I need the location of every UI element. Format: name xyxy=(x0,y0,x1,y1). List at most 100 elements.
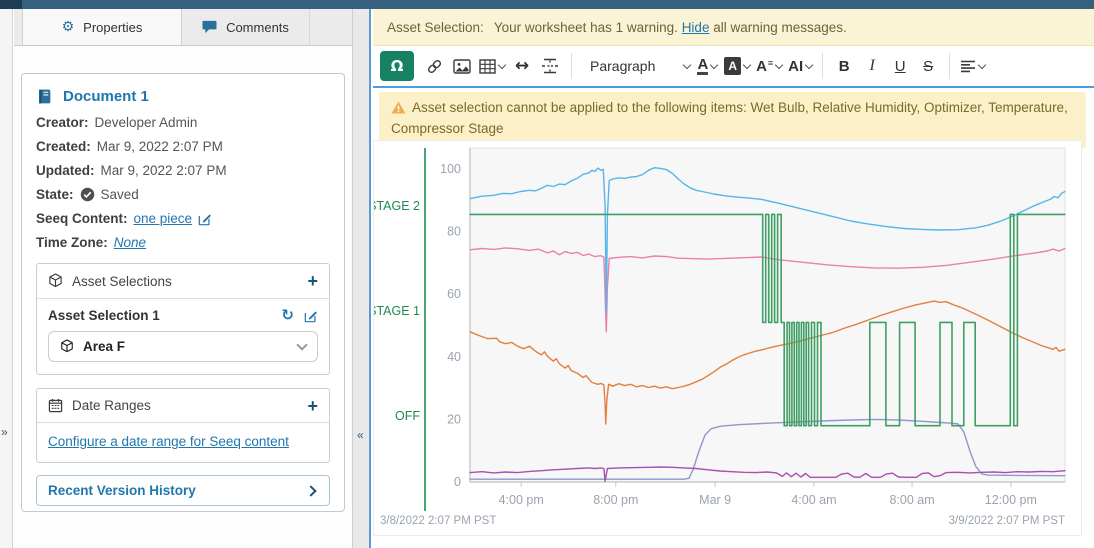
light-blue-series xyxy=(469,167,1066,314)
state-value: Saved xyxy=(100,187,139,202)
chevron-down-icon xyxy=(497,60,507,70)
insert-seeq-content-button[interactable]: Ω xyxy=(380,51,414,81)
highlight-color-button[interactable]: A xyxy=(721,51,753,81)
tab-properties[interactable]: ⚙ Properties xyxy=(22,9,182,45)
tab-comments[interactable]: Comments xyxy=(182,9,310,45)
comment-icon xyxy=(202,20,217,34)
top-navbar xyxy=(0,0,1094,9)
warning-banner: Asset Selection: Your worksheet has 1 wa… xyxy=(373,9,1094,46)
date-ranges-header: Date Ranges + xyxy=(37,389,329,423)
link-button[interactable] xyxy=(420,51,448,81)
svg-text:4:00 pm: 4:00 pm xyxy=(499,493,544,507)
strikethrough-button[interactable]: S xyxy=(914,51,942,81)
toolbar-separator xyxy=(571,53,572,79)
banner-message: Your worksheet has 1 warning. xyxy=(493,19,678,35)
time-zone-row: Time Zone: None xyxy=(36,235,332,250)
page-break-button[interactable] xyxy=(536,51,564,81)
updated-value: Mar 9, 2022 2:07 PM xyxy=(100,163,227,178)
strikethrough-icon: S xyxy=(923,57,934,75)
asset-dropdown-value: Area F xyxy=(83,339,126,354)
chevron-down-icon xyxy=(742,60,752,70)
pink-series xyxy=(469,247,1066,333)
properties-sidebar: ⚙ Properties Comments Document 1 Creator… xyxy=(14,9,352,548)
highlight-color-icon: A xyxy=(724,57,742,75)
alignment-button[interactable] xyxy=(957,51,988,81)
svg-text:Mar 9: Mar 9 xyxy=(699,493,731,507)
add-asset-selection-button[interactable]: + xyxy=(307,271,318,291)
range-start-label: 3/8/2022 2:07 PM PST xyxy=(380,515,496,527)
banner-message-rest: all warning messages. xyxy=(713,19,847,35)
horizontal-line-icon: ↔ xyxy=(514,56,530,76)
asset-selections-header: Asset Selections + xyxy=(37,264,329,299)
image-icon xyxy=(453,58,471,74)
plot-area xyxy=(469,147,1066,483)
font-family-button[interactable]: A ≡ xyxy=(753,51,785,81)
asset-dropdown[interactable]: Area F xyxy=(48,331,318,362)
created-label: Created: xyxy=(36,139,91,154)
date-ranges-title: Date Ranges xyxy=(72,398,151,413)
edit-selection-icon[interactable] xyxy=(304,309,318,323)
svg-text:40: 40 xyxy=(447,350,461,364)
warning-triangle-icon xyxy=(391,101,406,114)
configure-date-range-link[interactable]: Configure a date range for Seeq content xyxy=(48,434,289,449)
font-color-icon: A xyxy=(697,56,709,75)
document-card: Document 1 Creator: Developer Admin Crea… xyxy=(21,73,345,512)
trend-chart[interactable]: 100 80 60 40 20 0 STAGE 2 STAGE 1 OFF 4:00 pm 8:00… xyxy=(368,141,1081,535)
document-header: Document 1 xyxy=(36,88,332,105)
italic-button[interactable]: I xyxy=(858,51,886,81)
chevron-down-icon xyxy=(683,60,692,70)
banner-context-label: Asset Selection: xyxy=(387,19,484,35)
orange-series xyxy=(469,300,1066,425)
range-end-label: 3/9/2022 2:07 PM PST xyxy=(949,515,1065,527)
time-zone-link[interactable]: None xyxy=(113,235,147,250)
chevron-down-icon xyxy=(710,60,719,70)
recent-version-history[interactable]: Recent Version History xyxy=(36,475,330,506)
asset-cube-icon xyxy=(60,339,74,354)
font-size-button[interactable]: AI xyxy=(785,51,815,81)
asset-selection-warning: Asset selection cannot be applied to the… xyxy=(379,92,1086,148)
creator-value: Developer Admin xyxy=(94,115,198,130)
bold-button[interactable]: B xyxy=(830,51,858,81)
asset-selections-section: Asset Selections + Asset Selection 1 ↻ xyxy=(36,263,330,375)
edit-content-icon[interactable] xyxy=(198,212,212,226)
svg-text:100: 100 xyxy=(440,162,461,176)
image-button[interactable] xyxy=(448,51,476,81)
tab-properties-label: Properties xyxy=(83,19,143,35)
top-navbar-left-segment xyxy=(0,0,22,9)
collapse-sidebar-icon[interactable]: « xyxy=(357,428,364,442)
expand-left-panel-icon[interactable]: » xyxy=(1,425,8,439)
journal-icon xyxy=(36,88,53,105)
recent-version-history-label: Recent Version History xyxy=(48,483,196,498)
horizontal-line-button[interactable]: ↔ xyxy=(508,51,536,81)
document-title: Document 1 xyxy=(63,88,149,105)
state-label: State: xyxy=(36,187,74,202)
font-color-button[interactable]: A xyxy=(693,51,721,81)
svg-text:20: 20 xyxy=(447,412,461,426)
refresh-icon[interactable]: ↻ xyxy=(281,306,294,324)
date-range-link-row: Configure a date range for Seeq content xyxy=(37,423,329,462)
date-ranges-section: Date Ranges + Configure a date range for… xyxy=(36,388,330,463)
table-button[interactable] xyxy=(476,51,508,81)
editor-toolbar: Ω ↔ xyxy=(373,46,1094,88)
hide-warnings-link[interactable]: Hide xyxy=(681,19,710,35)
main-content: Asset Selection: Your worksheet has 1 wa… xyxy=(368,9,1094,548)
time-zone-label: Time Zone: xyxy=(36,235,108,250)
collapse-rail-left: » xyxy=(0,9,13,548)
asset-selection-row: Asset Selection 1 ↻ xyxy=(37,299,329,326)
paragraph-style-dropdown[interactable]: Paragraph xyxy=(579,51,693,81)
italic-icon: I xyxy=(869,57,875,74)
tab-comments-label: Comments xyxy=(226,19,289,35)
updated-label: Updated: xyxy=(36,163,95,178)
asset-selection-name: Asset Selection 1 xyxy=(48,308,160,323)
seeq-content-link[interactable]: one piece xyxy=(133,211,193,226)
svg-text:60: 60 xyxy=(447,287,461,301)
chevron-down-icon xyxy=(774,60,784,70)
align-left-icon xyxy=(960,60,976,73)
add-date-range-button[interactable]: + xyxy=(307,395,318,416)
underline-button[interactable]: U xyxy=(886,51,914,81)
svg-text:4:00 am: 4:00 am xyxy=(791,493,836,507)
slate-blue-series xyxy=(469,418,1066,480)
svg-text:80: 80 xyxy=(447,225,461,239)
table-icon xyxy=(479,58,496,74)
